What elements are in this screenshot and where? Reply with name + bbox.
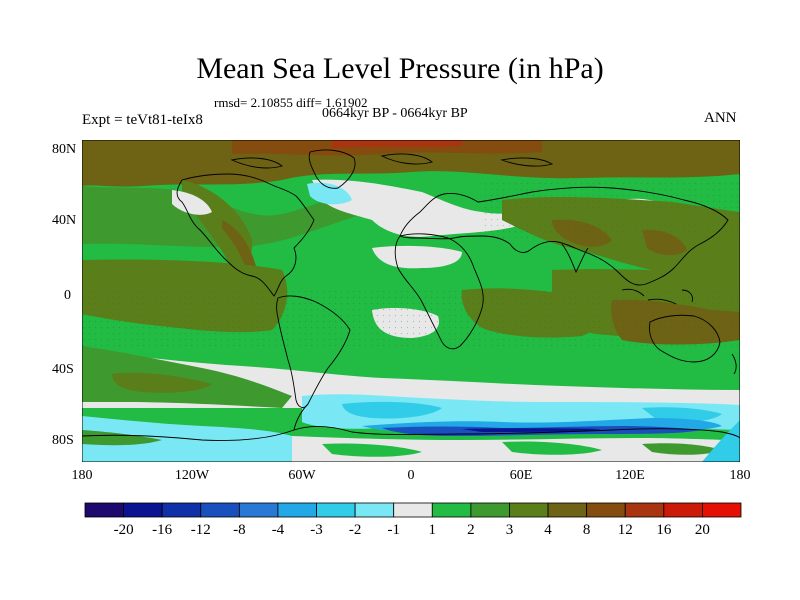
lon-label-180e: 180	[729, 468, 751, 483]
experiment-label: Expt = teVt81-teIx8	[82, 112, 203, 128]
lat-label-0: 0	[64, 288, 71, 303]
colorbar-label: 8	[582, 522, 591, 538]
stats-subtitle: rmsd= 2.10855 diff= 1.61902	[214, 95, 368, 110]
lon-label-120w: 120W	[174, 468, 210, 483]
colorbar-label: 2	[467, 522, 475, 538]
colorbar-swatch	[393, 502, 433, 518]
lat-label-40s: 40S	[52, 362, 74, 377]
lon-label-60w: 60W	[288, 468, 316, 483]
page-title: Mean Sea Level Pressure (in hPa)	[196, 52, 604, 85]
colorbar-label: -8	[233, 522, 246, 538]
colorbar-label: 1	[428, 522, 437, 538]
lat-label-40n: 40N	[52, 213, 77, 228]
colorbar-swatch	[316, 502, 356, 518]
period-subtitle: 0664kyr BP - 0664kyr BP	[322, 106, 468, 121]
season-label: ANN	[704, 110, 737, 126]
pressure-field	[82, 140, 740, 462]
colorbar-label: -16	[152, 522, 173, 538]
colorbar-swatch	[277, 502, 317, 518]
lon-label-120e: 120E	[615, 468, 645, 483]
colorbar-label: -2	[348, 522, 362, 538]
colorbar-swatch	[624, 502, 665, 518]
coastlines	[82, 149, 740, 441]
colorbar-label: -3	[310, 522, 323, 538]
colorbar-swatch	[586, 502, 626, 518]
colorbar-swatch	[84, 502, 124, 518]
colorbar-swatch	[547, 502, 588, 518]
colorbar-label: -12	[190, 522, 211, 538]
colorbar-label: -20	[113, 522, 134, 538]
colorbar-swatch	[161, 502, 202, 518]
lat-label-80s: 80S	[52, 433, 74, 448]
lat-label-80n: 80N	[52, 142, 77, 157]
colorbar-swatch	[663, 502, 703, 518]
colorbar-label: -1	[387, 522, 400, 538]
colorbar-swatch	[354, 502, 395, 518]
colorbar-swatch	[123, 502, 163, 518]
colorbar-swatch	[200, 502, 240, 518]
pressure-map	[82, 140, 740, 462]
colorbar-label: -4	[271, 522, 285, 538]
colorbar-label: 3	[505, 522, 514, 538]
lon-label-60e: 60E	[509, 468, 533, 483]
colorbar-label: 20	[694, 522, 710, 538]
colorbar-swatch	[470, 502, 510, 518]
lon-label-0: 0	[407, 468, 415, 483]
colorbar-swatch	[431, 502, 472, 518]
colorbar-swatch	[509, 502, 549, 518]
colorbar-swatch	[702, 502, 742, 518]
colorbar-label: 16	[656, 522, 672, 538]
lon-label-180w: 180	[71, 468, 93, 483]
colorbar-label: 4	[544, 522, 552, 538]
colorbar-label: 12	[617, 522, 633, 538]
colorbar	[84, 502, 742, 518]
colorbar-swatch	[238, 502, 279, 518]
